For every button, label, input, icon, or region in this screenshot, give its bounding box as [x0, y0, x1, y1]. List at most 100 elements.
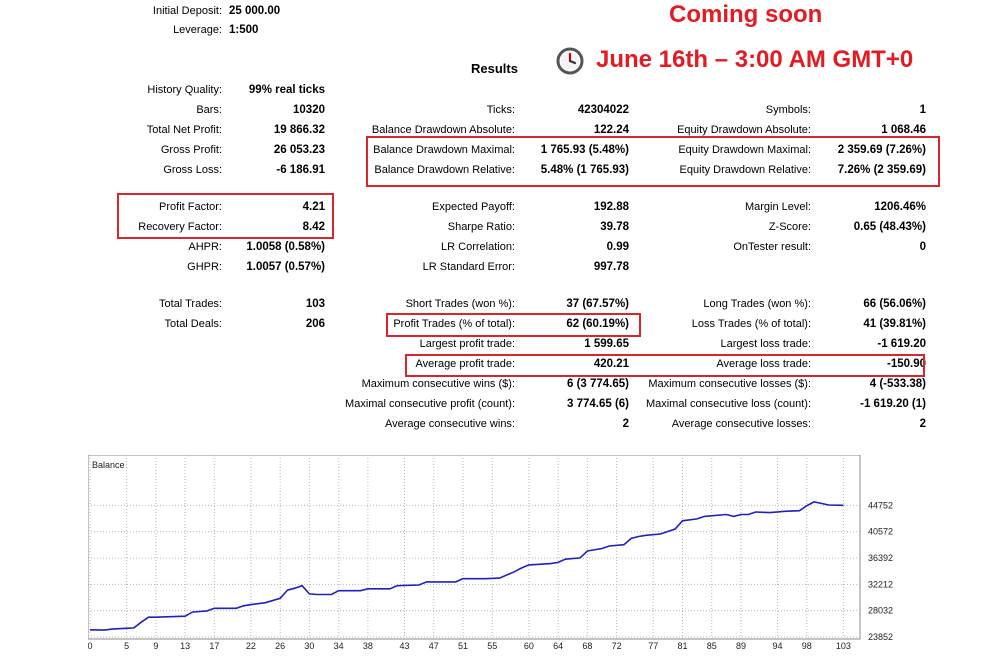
balance-chart: Balance 23852 28032 32212 36392 40572 44752 0…	[88, 455, 893, 651]
col3-value-0: 1	[919, 104, 926, 116]
col1-label-3: Gross Profit:	[160, 144, 222, 156]
col1-value-8: 1.0057 (0.57%)	[246, 261, 325, 273]
y-tick-label-3: 36392	[868, 553, 893, 563]
x-tick-label-21: 89	[736, 641, 746, 651]
x-tick-label-22: 94	[773, 641, 783, 651]
col2-label-4: Expected Payoff:	[432, 201, 515, 213]
x-tick-label-7: 30	[304, 641, 314, 651]
col2-value-3: 5.48% (1 765.93)	[540, 164, 629, 176]
col2-value-9: 62 (60.19%)	[566, 318, 629, 330]
col2-label-11: Average profit trade:	[415, 358, 515, 370]
x-tick-label-6: 26	[275, 641, 285, 651]
col2-value-1: 122.24	[593, 124, 629, 136]
col1-value-0: 99% real ticks	[248, 84, 325, 96]
col2-value-13: 3 774.65 (6)	[566, 398, 629, 410]
balance-series-line	[89, 501, 844, 631]
col2-label-5: Sharpe Ratio:	[447, 221, 515, 233]
chart-y-ticks: 23852 28032 32212 36392 40572 44752	[868, 500, 893, 642]
col3-label-5: Z-Score:	[768, 221, 811, 233]
col1-label-0: History Quality:	[147, 84, 222, 96]
chart-title: Balance	[92, 460, 125, 470]
col3-value-6: 0	[919, 241, 926, 253]
col3-value-3: 7.26% (2 359.69)	[837, 164, 926, 176]
col3-label-6: OnTester result:	[733, 241, 811, 253]
col3-label-8: Loss Trades (% of total):	[691, 318, 811, 330]
col3-value-7: 66 (56.06%)	[863, 298, 926, 310]
col2-label-13: Maximal consecutive profit (count):	[345, 398, 515, 410]
col3-label-7: Long Trades (won %):	[703, 298, 811, 310]
x-tick-label-8: 34	[334, 641, 344, 651]
col2-value-4: 192.88	[593, 201, 629, 213]
col3-label-2: Equity Drawdown Maximal:	[678, 144, 811, 156]
col2-value-10: 1 599.65	[584, 338, 629, 350]
col3-label-4: Margin Level:	[744, 201, 811, 213]
col3-label-12: Maximal consecutive loss (count):	[645, 398, 811, 410]
chart-grid	[88, 455, 860, 639]
y-tick-label-5: 44752	[868, 500, 893, 510]
col1-label-8: GHPR:	[187, 261, 222, 273]
col3-label-13: Average consecutive losses:	[671, 418, 811, 430]
x-tick-label-2: 9	[153, 641, 158, 651]
x-tick-label-10: 43	[400, 641, 410, 651]
col2-label-2: Balance Drawdown Maximal:	[373, 144, 515, 156]
col2-value-14: 2	[622, 418, 629, 430]
col3-value-2: 2 359.69 (7.26%)	[837, 144, 926, 156]
col1-value-2: 19 866.32	[273, 124, 325, 136]
col3-label-11: Maximum consecutive losses ($):	[648, 378, 811, 390]
y-tick-label-4: 40572	[868, 527, 893, 537]
col3-value-5: 0.65 (48.43%)	[853, 221, 926, 233]
col1-label-10: Total Deals:	[164, 318, 222, 330]
chart-x-ticks: 0 5 9 13 17 22 26 30 34 38 43 47 51 55 60 64 68 72 77 81 85 8…	[88, 641, 851, 651]
x-tick-label-3: 13	[180, 641, 190, 651]
leverage-value: 1:500	[229, 24, 259, 36]
col3-label-1: Equity Drawdown Absolute:	[677, 124, 811, 136]
col2-label-8: Short Trades (won %):	[405, 298, 515, 310]
x-tick-label-11: 47	[429, 641, 439, 651]
col1-value-10: 206	[305, 318, 325, 330]
highlight-profit-trades	[386, 313, 641, 337]
col2-label-3: Balance Drawdown Relative:	[374, 164, 515, 176]
col2-label-6: LR Correlation:	[441, 241, 515, 253]
x-tick-label-13: 55	[487, 641, 497, 651]
col3-label-9: Largest loss trade:	[720, 338, 812, 350]
y-tick-label-0: 23852	[868, 632, 893, 642]
col3-value-9: -1 619.20	[877, 338, 926, 350]
col3-value-8: 41 (39.81%)	[863, 318, 926, 330]
col3-value-10: -150.90	[886, 358, 926, 370]
highlight-drawdown-maximal-relative	[366, 136, 940, 187]
y-tick-label-1: 28032	[868, 606, 893, 616]
promo-coming-soon: Coming soon	[669, 1, 823, 28]
col2-label-10: Largest profit trade:	[419, 338, 515, 350]
col1-value-9: 103	[305, 298, 325, 310]
col3-label-10: Average loss trade:	[716, 358, 811, 370]
col2-value-2: 1 765.93 (5.48%)	[540, 144, 629, 156]
highlight-average-trade	[405, 354, 925, 377]
col3-value-1: 1 068.46	[881, 124, 926, 136]
x-tick-label-18: 77	[648, 641, 658, 651]
leverage-label: Leverage:	[173, 24, 222, 36]
x-tick-label-15: 64	[553, 641, 563, 651]
x-tick-label-12: 51	[458, 641, 468, 651]
col3-label-3: Equity Drawdown Relative:	[679, 164, 811, 176]
col1-label-6: Recovery Factor:	[138, 221, 222, 233]
col1-value-3: 26 053.23	[273, 144, 325, 156]
col1-value-7: 1.0058 (0.58%)	[246, 241, 325, 253]
col1-label-1: Bars:	[196, 104, 222, 116]
col3-value-13: 2	[919, 418, 926, 430]
col1-label-7: AHPR:	[188, 241, 222, 253]
results-title: Results	[471, 61, 518, 76]
x-tick-label-1: 5	[124, 641, 129, 651]
clock-icon	[556, 47, 584, 75]
x-tick-label-9: 38	[363, 641, 373, 651]
col2-value-6: 0.99	[606, 241, 629, 253]
col1-label-2: Total Net Profit:	[146, 124, 222, 136]
col1-value-5: 4.21	[302, 201, 325, 213]
col2-label-14: Average consecutive wins:	[384, 418, 515, 430]
x-tick-label-5: 22	[246, 641, 256, 651]
x-tick-label-4: 17	[209, 641, 219, 651]
col2-value-11: 420.21	[593, 358, 629, 370]
col2-label-0: Ticks:	[486, 104, 515, 116]
col1-value-4: -6 186.91	[276, 164, 325, 176]
initial-deposit-value: 25 000.00	[229, 5, 281, 17]
x-tick-label-24: 103	[836, 641, 851, 651]
